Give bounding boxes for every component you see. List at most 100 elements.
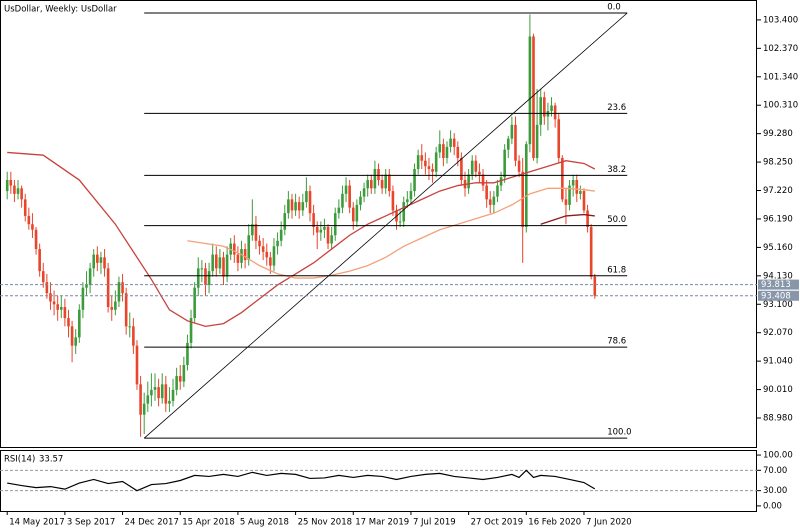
candle-body <box>222 257 225 277</box>
candle-body <box>301 202 305 211</box>
fib-label: 0.0 <box>607 3 621 13</box>
candle-body <box>398 221 402 223</box>
candle-body <box>49 293 52 302</box>
candle-body <box>427 166 431 169</box>
x-tick-label: 7 Jun 2020 <box>586 518 632 528</box>
fib-label: 61.8 <box>607 265 626 275</box>
candle-body <box>506 138 510 150</box>
fib-label: 23.6 <box>607 103 626 113</box>
candle-body <box>369 180 373 189</box>
moving-average <box>187 187 595 279</box>
candle-body <box>74 337 77 346</box>
candle-body <box>344 185 348 194</box>
candle-body <box>196 268 200 288</box>
candle-body <box>265 251 269 258</box>
candle-body <box>251 224 254 236</box>
candle-body <box>305 191 308 203</box>
candle-body <box>478 171 481 175</box>
candle-body <box>424 160 427 167</box>
candle-body <box>31 224 34 230</box>
candle-body <box>45 282 49 294</box>
price-label: 93.408 <box>761 291 791 301</box>
candle-body <box>539 97 543 125</box>
candle-body <box>449 138 452 147</box>
x-tick-label: 25 Nov 2018 <box>298 518 352 528</box>
candle-body <box>323 226 326 230</box>
candle-body <box>568 185 571 205</box>
candle-body <box>16 188 20 194</box>
candle-body <box>470 160 474 175</box>
candle-body <box>420 155 424 161</box>
candle-body <box>193 287 196 319</box>
candle-body <box>41 271 45 283</box>
candle-body <box>460 157 463 181</box>
candle-body <box>132 326 135 346</box>
candle-body <box>528 36 532 145</box>
y-tick-label: 92.070 <box>763 328 793 338</box>
candle-body <box>341 193 344 208</box>
fib-label: 100.0 <box>607 428 631 438</box>
x-tick-label: 3 Sep 2017 <box>67 518 115 528</box>
candle-body <box>153 387 157 390</box>
y-tick-label: 97.220 <box>763 186 793 196</box>
candle-body <box>456 146 460 158</box>
y-tick-label: 98.250 <box>763 158 793 168</box>
chart-title: UsDollar, Weekly: UsDollar <box>4 5 117 15</box>
fib-label: 78.6 <box>607 337 626 347</box>
candle-body <box>362 188 366 197</box>
candle-body <box>535 124 539 158</box>
candle-body <box>532 36 535 158</box>
candle-body <box>481 174 485 186</box>
candle-body <box>593 276 597 296</box>
candle-body <box>182 365 186 382</box>
candle-body <box>110 307 114 310</box>
candle-body <box>128 326 132 328</box>
y-tick-label: 95.160 <box>763 243 793 253</box>
candle-body <box>88 268 92 285</box>
candle-body <box>312 213 315 227</box>
candle-body <box>56 304 59 310</box>
candle-body <box>258 240 261 247</box>
candle-body <box>168 400 171 404</box>
candle-body <box>157 387 160 399</box>
candle-body <box>233 243 236 255</box>
candle-body <box>409 191 413 200</box>
candle-body <box>366 180 369 189</box>
indicator-tick-label: 70.00 <box>763 466 787 476</box>
candle-body <box>211 254 214 272</box>
candle-body <box>582 191 586 211</box>
candle-body <box>135 345 139 385</box>
candle-body <box>485 185 488 200</box>
indicator-tick-label: 30.00 <box>763 486 787 496</box>
candle-body <box>561 157 564 200</box>
candle-body <box>20 188 23 200</box>
candle-body <box>488 199 492 205</box>
candle-body <box>297 202 301 211</box>
candle-body <box>445 146 449 158</box>
candle-body <box>178 376 182 382</box>
candle-body <box>146 395 150 404</box>
indicator-tick-label: 100.00 <box>763 451 793 461</box>
candle-body <box>23 199 27 216</box>
candle-body <box>557 119 561 158</box>
candle-body <box>34 229 38 250</box>
candle-body <box>106 268 110 308</box>
candle-body <box>214 254 218 269</box>
candle-body <box>402 202 406 222</box>
x-tick-label: 15 Apr 2018 <box>182 518 235 528</box>
y-tick-label: 102.370 <box>763 44 798 54</box>
candle-body <box>240 249 243 263</box>
candle-body <box>492 196 496 205</box>
candle-body <box>416 155 420 169</box>
candle-body <box>59 307 63 310</box>
candle-body <box>406 199 409 203</box>
fib-label: 50.0 <box>607 215 626 225</box>
candle-body <box>225 254 229 277</box>
candle-body <box>99 257 103 263</box>
candle-body <box>96 254 99 263</box>
candle-body <box>186 342 189 366</box>
candle-body <box>553 105 557 120</box>
candle-body <box>175 376 178 390</box>
candle-body <box>377 168 380 181</box>
